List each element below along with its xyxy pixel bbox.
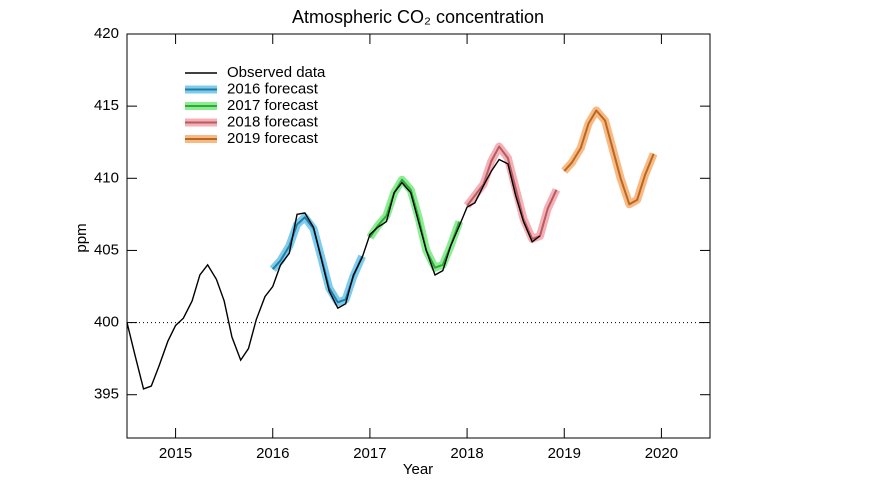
legend-label: Observed data bbox=[227, 64, 326, 81]
forecast-line bbox=[563, 109, 655, 206]
x-tick-label: 2016 bbox=[256, 445, 289, 462]
x-tick-label: 2020 bbox=[645, 445, 678, 462]
plot-frame bbox=[126, 33, 711, 439]
legend-label: 2016 forecast bbox=[227, 80, 319, 97]
x-tick-label: 2015 bbox=[159, 445, 192, 462]
y-axis-label: ppm bbox=[73, 223, 90, 252]
y-tick-label: 420 bbox=[94, 25, 119, 42]
y-tick-label: 415 bbox=[94, 97, 119, 114]
legend-label: 2018 forecast bbox=[227, 113, 319, 130]
forecast-line bbox=[369, 178, 461, 269]
x-tick-label: 2017 bbox=[353, 445, 386, 462]
x-tick-label: 2019 bbox=[548, 445, 581, 462]
forecast-line bbox=[466, 145, 558, 240]
x-axis-label: Year bbox=[403, 461, 433, 478]
observed-line bbox=[126, 158, 541, 390]
y-tick-label: 395 bbox=[94, 386, 119, 403]
legend-label: 2019 forecast bbox=[227, 130, 319, 147]
x-tick-label: 2018 bbox=[450, 445, 483, 462]
chart-title: Atmospheric CO₂ concentration bbox=[292, 7, 544, 27]
y-tick-label: 405 bbox=[94, 241, 119, 258]
y-tick-label: 400 bbox=[94, 314, 119, 331]
legend-label: 2017 forecast bbox=[227, 97, 319, 114]
y-tick-label: 410 bbox=[94, 169, 119, 186]
